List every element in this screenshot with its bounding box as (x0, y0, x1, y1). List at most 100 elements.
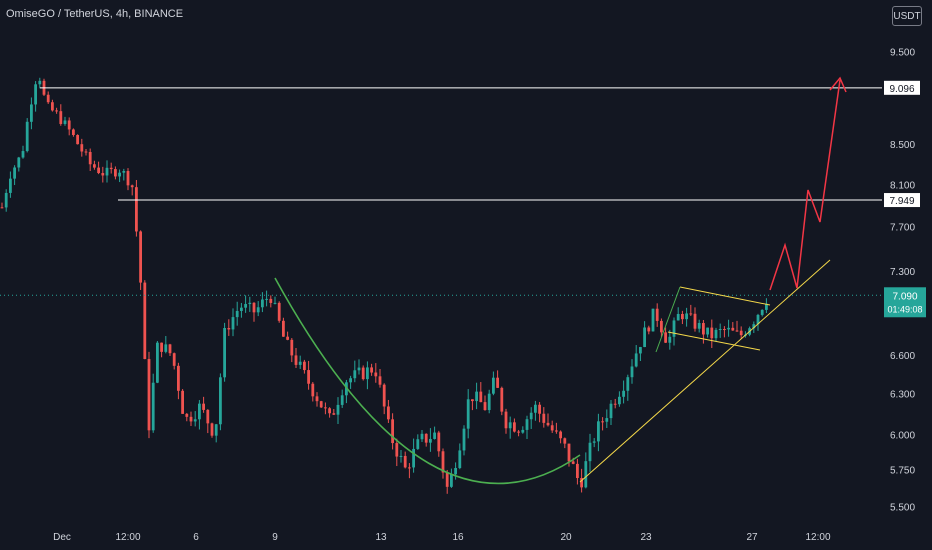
candle-body (626, 377, 630, 391)
last-price-tag (884, 287, 926, 318)
candle-body (248, 302, 252, 305)
y-tick-label: 6.000 (890, 430, 915, 441)
candle-body (147, 359, 151, 431)
candle-body (282, 320, 285, 337)
candle-body (592, 441, 596, 443)
candle-body (160, 342, 163, 352)
candle-body (693, 313, 697, 329)
candle-body (471, 399, 474, 402)
candle-body (370, 367, 373, 373)
candle-body (710, 327, 714, 339)
candle-body (559, 431, 562, 439)
x-tick-label: 13 (375, 532, 387, 543)
candle-body (739, 330, 743, 336)
candle-body (672, 320, 676, 337)
candle-body (609, 403, 613, 419)
candle-body (576, 463, 579, 479)
candle-body (731, 327, 735, 331)
candle-body (353, 370, 357, 379)
candle-body (114, 169, 117, 177)
candle-body (597, 421, 600, 442)
candle-body (550, 425, 554, 431)
candle-body (563, 438, 567, 444)
cup-curve (274, 277, 581, 485)
candle-body (298, 361, 302, 365)
candle-body (189, 416, 193, 422)
level-price-tag (884, 193, 920, 208)
candle-body (244, 304, 247, 308)
candle-body (210, 423, 214, 436)
candle-body (303, 361, 306, 371)
candle-body (668, 336, 672, 343)
candle-body (319, 401, 323, 408)
candle-body (277, 302, 281, 321)
candle-body (256, 307, 260, 313)
y-tick-label: 8.100 (890, 180, 915, 191)
candle-body (408, 467, 411, 469)
candle-body (487, 393, 491, 411)
candle-body (450, 474, 453, 487)
candle-body (567, 443, 571, 462)
candle-body (765, 303, 768, 310)
candle-body (424, 433, 428, 443)
candle-body (84, 151, 88, 153)
currency-button[interactable]: USDT (892, 6, 922, 26)
candle-body (445, 472, 449, 487)
candle-body (382, 384, 386, 407)
candle-body (214, 424, 218, 436)
candle-body (156, 342, 159, 383)
x-tick-label: Dec (53, 532, 71, 543)
candle-body (80, 144, 84, 152)
candle-body (240, 307, 243, 311)
x-tick-label: 12:00 (805, 532, 830, 543)
y-tick-label: 9.500 (890, 48, 915, 59)
chart-title: OmiseGO / TetherUS, 4h, BINANCE (6, 8, 184, 20)
y-tick-label: 5.750 (890, 466, 915, 477)
x-tick-label: 27 (746, 532, 758, 543)
candle-body (185, 413, 189, 417)
candle-body (735, 330, 739, 332)
candle-body (391, 419, 394, 444)
candle-body (441, 451, 445, 473)
candle-body (647, 327, 651, 332)
y-tick-label: 8.500 (890, 140, 915, 151)
candle-body (462, 428, 466, 451)
candle-body (387, 406, 390, 420)
candle-body (219, 377, 222, 425)
candle-body (655, 308, 659, 321)
candle-body (483, 402, 487, 411)
candle-body (151, 382, 155, 431)
candle-body (349, 378, 352, 383)
candle-body (630, 366, 634, 378)
candle-body (269, 298, 273, 303)
candle-body (458, 450, 462, 469)
candle-body (168, 344, 172, 354)
candle-body (273, 302, 277, 304)
candle-body (97, 167, 100, 174)
flag-pole-line (655, 286, 681, 353)
candle-body (412, 448, 415, 468)
candle-body (0, 207, 4, 209)
y-tick-label: 7.700 (890, 223, 915, 234)
candle-body (546, 422, 550, 426)
candle-body (4, 192, 8, 208)
candle-body (88, 151, 92, 165)
candle-body (340, 395, 344, 405)
candle-body (756, 314, 760, 325)
candle-body (126, 171, 130, 186)
candle-body (46, 94, 50, 103)
candle-body (109, 167, 113, 170)
x-tick-label: 12:00 (115, 532, 140, 543)
candle-body (93, 164, 96, 168)
candle-body (437, 432, 441, 452)
candle-body (723, 329, 726, 331)
candle-body (538, 404, 541, 414)
candle-body (324, 407, 327, 409)
candle-body (634, 353, 638, 367)
candle-body (479, 391, 483, 403)
candle-body (504, 411, 508, 429)
candle-body (521, 429, 525, 433)
